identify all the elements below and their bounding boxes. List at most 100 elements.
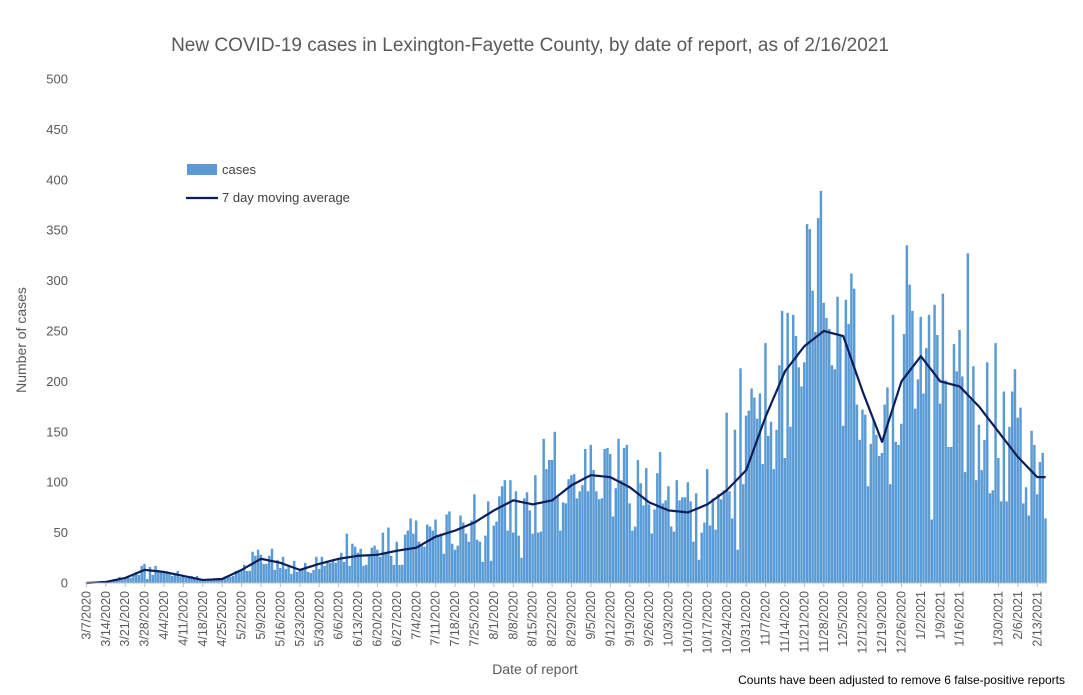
x-tick-label: 5/30/2020 bbox=[312, 591, 326, 647]
case-bar bbox=[287, 564, 290, 583]
case-bar bbox=[822, 302, 825, 583]
case-bar bbox=[922, 393, 925, 583]
case-bar bbox=[997, 458, 1000, 583]
case-bar bbox=[323, 565, 326, 583]
x-tick-label: 12/12/2020 bbox=[856, 591, 870, 654]
case-bar bbox=[714, 529, 717, 583]
x-tick-label: 1/2/2021 bbox=[914, 591, 928, 640]
case-bar bbox=[159, 571, 163, 583]
x-tick-label: 5/16/2020 bbox=[273, 591, 287, 647]
case-bar bbox=[1002, 391, 1006, 583]
case-bar bbox=[115, 578, 118, 583]
case-bar bbox=[206, 578, 210, 583]
case-bar bbox=[384, 551, 387, 583]
case-bar bbox=[348, 565, 351, 583]
case-bar bbox=[694, 493, 698, 583]
x-tick-label: 9/12/2020 bbox=[603, 591, 617, 647]
case-bar bbox=[603, 448, 606, 583]
case-bar bbox=[958, 329, 961, 583]
legend-cases-swatch bbox=[187, 164, 217, 175]
y-tick-label: 50 bbox=[54, 525, 68, 540]
case-bar bbox=[656, 473, 659, 583]
case-bar bbox=[173, 573, 177, 583]
case-bar bbox=[176, 570, 179, 583]
case-bar bbox=[891, 314, 895, 583]
case-bar bbox=[717, 494, 720, 583]
case-bar bbox=[243, 564, 246, 583]
x-tick-label: 11/21/2020 bbox=[797, 591, 811, 653]
case-bar bbox=[392, 564, 396, 583]
case-bar bbox=[625, 444, 629, 583]
case-bar bbox=[1033, 444, 1036, 583]
case-bar bbox=[581, 485, 584, 583]
case-bar bbox=[911, 310, 914, 583]
case-bar bbox=[359, 548, 362, 583]
case-bar bbox=[961, 376, 964, 583]
case-bar bbox=[126, 575, 130, 583]
case-bar bbox=[769, 421, 773, 583]
moving-average-line bbox=[86, 329, 1046, 585]
case-bar bbox=[969, 399, 972, 583]
case-bar bbox=[190, 575, 193, 583]
case-bar bbox=[667, 486, 670, 583]
x-tick-label: 6/27/2020 bbox=[390, 591, 404, 647]
case-bar bbox=[459, 515, 462, 583]
case-bar bbox=[542, 438, 545, 583]
case-bar bbox=[808, 229, 812, 583]
case-bar bbox=[545, 469, 548, 583]
x-tick-label: 1/16/2021 bbox=[953, 591, 967, 647]
case-bar bbox=[220, 578, 224, 583]
case-bar bbox=[362, 565, 365, 583]
case-bar bbox=[1005, 501, 1008, 583]
case-bar bbox=[198, 578, 202, 583]
case-bar bbox=[231, 575, 235, 583]
case-bar bbox=[744, 415, 748, 583]
case-bar bbox=[941, 293, 945, 583]
x-tick-label: 12/19/2020 bbox=[875, 591, 889, 654]
y-tick-label: 500 bbox=[46, 72, 68, 87]
case-bar bbox=[1035, 494, 1039, 583]
case-bar bbox=[894, 441, 897, 583]
case-bar bbox=[403, 534, 407, 583]
case-bar bbox=[337, 558, 340, 583]
case-bar bbox=[933, 304, 936, 583]
case-bar bbox=[595, 491, 598, 583]
y-tick-label: 0 bbox=[61, 576, 68, 591]
case-bar bbox=[886, 387, 889, 583]
case-bar bbox=[711, 498, 715, 583]
case-bar bbox=[675, 480, 678, 583]
x-tick-labels: 3/7/2020 3/14/2020 3/21/2020 3/28/2020 4/4/2… bbox=[79, 583, 1044, 654]
case-bar bbox=[484, 535, 487, 583]
case-bar bbox=[936, 335, 939, 583]
case-bar bbox=[353, 546, 357, 583]
case-bar bbox=[841, 425, 845, 583]
case-bar bbox=[988, 493, 992, 583]
y-tick-label: 150 bbox=[46, 424, 68, 439]
case-bar bbox=[298, 570, 301, 583]
case-bar bbox=[647, 504, 651, 583]
case-bar bbox=[547, 460, 551, 583]
x-tick-label: 3/21/2020 bbox=[118, 591, 132, 647]
case-bar bbox=[437, 534, 440, 583]
case-bar bbox=[678, 500, 681, 583]
case-bar bbox=[658, 451, 662, 583]
case-bar bbox=[162, 571, 166, 583]
case-bar bbox=[622, 447, 626, 583]
case-bar bbox=[412, 533, 415, 583]
case-bar bbox=[132, 573, 135, 583]
case-bar bbox=[650, 533, 654, 583]
case-bar bbox=[938, 403, 942, 583]
case-bar bbox=[972, 366, 975, 583]
y-tick-label: 200 bbox=[46, 374, 68, 389]
case-bar bbox=[791, 314, 795, 583]
case-bar bbox=[1008, 426, 1011, 583]
case-bar bbox=[292, 560, 296, 583]
x-tick-label: 6/6/2020 bbox=[332, 591, 346, 640]
case-bar bbox=[134, 571, 138, 583]
case-bar bbox=[930, 519, 934, 583]
case-bar bbox=[328, 562, 332, 583]
case-bar bbox=[351, 543, 354, 583]
case-bar bbox=[109, 581, 113, 583]
case-bar bbox=[617, 438, 620, 583]
case-bar bbox=[866, 486, 870, 583]
